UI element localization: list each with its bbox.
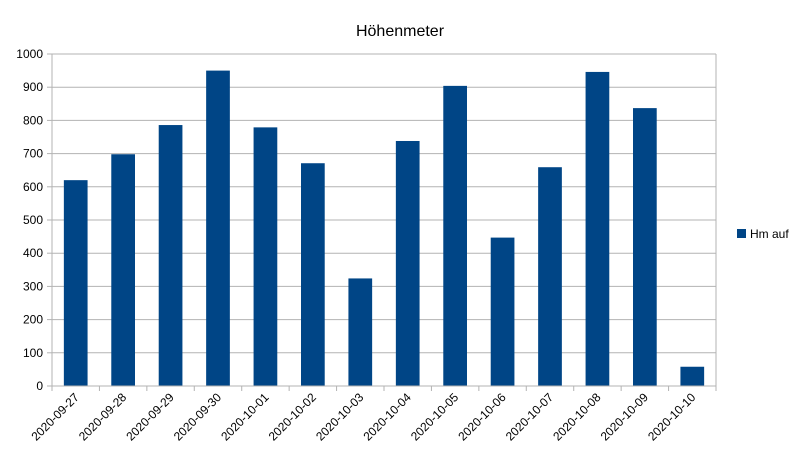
x-tick-label-2020-10-04: 2020-10-04 <box>361 390 415 444</box>
bar-2020-10-09 <box>633 108 657 386</box>
bar-2020-10-01 <box>253 127 278 386</box>
bar-2020-10-10 <box>680 366 705 386</box>
x-tick-label-2020-10-03: 2020-10-03 <box>313 390 367 444</box>
x-tick-label-2020-09-30: 2020-09-30 <box>171 390 225 444</box>
bar-2020-10-08 <box>585 71 610 386</box>
y-tick-label-300: 300 <box>23 279 43 293</box>
y-tick-label-0: 0 <box>36 379 43 393</box>
legend: Hm auf <box>737 227 789 241</box>
bar-2020-10-05 <box>443 85 467 386</box>
x-tick-label-2020-09-28: 2020-09-28 <box>76 390 130 444</box>
bar-2020-10-06 <box>490 237 515 386</box>
x-tick-label-2020-10-10: 2020-10-10 <box>645 390 699 444</box>
y-axis-ticks: 0 100 200 300 400 500 600 700 800 900 1000 <box>16 47 52 393</box>
x-tick-label-2020-10-07: 2020-10-07 <box>503 390 557 444</box>
x-tick-label-2020-10-02: 2020-10-02 <box>266 390 320 444</box>
x-axis-ticks: 2020-09-272020-09-282020-09-292020-09-30… <box>29 386 717 444</box>
x-tick-label-2020-10-06: 2020-10-06 <box>455 390 509 444</box>
chart-title: Höhenmeter <box>356 23 445 40</box>
x-tick-label-2020-10-08: 2020-10-08 <box>550 390 604 444</box>
bar-2020-10-03 <box>348 278 373 386</box>
bar-2020-10-02 <box>301 163 325 386</box>
bar-2020-10-07 <box>538 167 562 386</box>
bar-2020-10-04 <box>395 140 420 386</box>
x-tick-label-2020-09-27: 2020-09-27 <box>29 390 83 444</box>
x-tick-label-2020-10-05: 2020-10-05 <box>408 390 462 444</box>
x-tick-label-2020-10-01: 2020-10-01 <box>218 390 272 444</box>
y-tick-label-800: 800 <box>23 113 43 127</box>
y-tick-label-400: 400 <box>23 246 43 260</box>
bar-2020-09-28 <box>111 154 135 386</box>
bar-2020-09-29 <box>158 125 183 386</box>
x-tick-label-2020-10-09: 2020-10-09 <box>598 390 652 444</box>
y-tick-label-100: 100 <box>23 346 43 360</box>
bar-2020-09-30 <box>206 70 230 386</box>
y-tick-label-500: 500 <box>23 213 43 227</box>
x-tick-label-2020-09-29: 2020-09-29 <box>123 390 177 444</box>
y-tick-label-1000: 1000 <box>16 47 43 61</box>
grid <box>52 53 716 387</box>
legend-swatch <box>737 229 746 238</box>
y-tick-label-700: 700 <box>23 147 43 161</box>
bars <box>63 70 705 386</box>
bar-2020-09-27 <box>63 180 88 386</box>
y-tick-label-900: 900 <box>23 80 43 94</box>
y-tick-label-200: 200 <box>23 313 43 327</box>
y-tick-label-600: 600 <box>23 180 43 194</box>
legend-label-hm-auf: Hm auf <box>750 227 789 241</box>
